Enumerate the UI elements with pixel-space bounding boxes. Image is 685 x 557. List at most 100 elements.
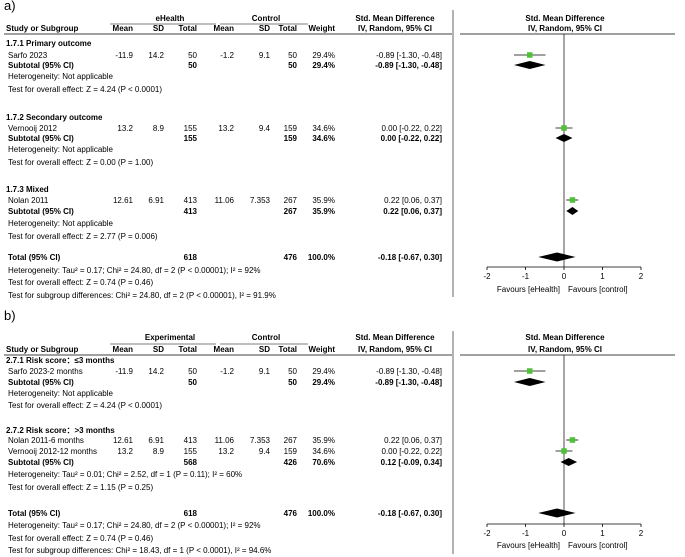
column-header-total2: Total	[278, 345, 297, 354]
study-sd1: 14.2	[148, 367, 164, 376]
study-sd1: 6.91	[148, 196, 164, 205]
subtotal-total1: 413	[184, 207, 198, 216]
subtotal-diamond	[513, 61, 546, 69]
study-name: Sarfo 2023-2 months	[8, 367, 83, 376]
study-sd1: 14.2	[148, 51, 164, 60]
x-tick-label: 1	[600, 529, 605, 538]
column-header-sd1: SD	[153, 345, 164, 354]
subtotal-ci: 0.12 [-0.09, 0.34]	[381, 458, 443, 467]
total-weight: 100.0%	[308, 253, 335, 262]
total-n2: 476	[284, 509, 298, 518]
subtotal-total1: 50	[188, 61, 197, 70]
study-total2: 50	[288, 367, 297, 376]
study-sd2: 7.353	[250, 436, 271, 445]
x-tick-label: -1	[522, 529, 530, 538]
column-header-sd2: SD	[259, 345, 270, 354]
subtotal-label: Subtotal (95% CI)	[8, 134, 74, 143]
x-tick-label: -2	[483, 272, 491, 281]
column-header-sd2: SD	[259, 24, 270, 33]
study-sd1: 6.91	[148, 436, 164, 445]
study-ci: 0.22 [0.06, 0.37]	[384, 436, 442, 445]
column-header-ci-right: IV, Random, 95% CI	[528, 24, 602, 33]
column-header-total1: Total	[178, 345, 197, 354]
x-tick-label: -2	[483, 529, 491, 538]
study-marker	[561, 448, 567, 454]
total-n2: 476	[284, 253, 298, 262]
subgroup-note: Test for overall effect: Z = 0.00 (P = 1…	[8, 158, 153, 167]
study-total1: 413	[184, 436, 198, 445]
subtotal-ci: 0.22 [0.06, 0.37]	[383, 207, 442, 216]
x-tick-label: 2	[639, 272, 644, 281]
subgroup-note: Test for overall effect: Z = 4.24 (P < 0…	[8, 85, 162, 94]
subtotal-total1: 50	[188, 378, 197, 387]
study-sd2: 9.4	[259, 124, 271, 133]
x-tick-label: 2	[639, 529, 644, 538]
study-sd2: 9.1	[259, 51, 271, 60]
subtotal-label: Subtotal (95% CI)	[8, 378, 74, 387]
study-mean2: 11.06	[215, 196, 235, 205]
subtotal-weight: 35.9%	[312, 207, 335, 216]
column-header-mean2: Mean	[214, 345, 235, 354]
study-total1: 155	[184, 447, 198, 456]
study-mean1: 12.61	[113, 436, 134, 445]
subgroup-note: Heterogeneity: Tau² = 0.01; Chi² = 2.52,…	[8, 470, 242, 479]
subgroup-title: 2.7.2 Risk score：>3 months	[6, 426, 115, 435]
overall-diamond	[538, 252, 576, 262]
x-tick-label: 1	[600, 272, 605, 281]
subtotal-total2: 426	[284, 458, 298, 467]
subtotal-ci: -0.89 [-1.30, -0.48]	[375, 61, 442, 70]
subtotal-weight: 70.6%	[312, 458, 335, 467]
study-name: Sarfo 2023	[8, 51, 48, 60]
subtotal-total1: 568	[184, 458, 198, 467]
subgroup-note: Heterogeneity: Not applicable	[8, 219, 114, 228]
study-total2: 159	[284, 124, 298, 133]
study-weight: 34.6%	[312, 447, 335, 456]
subgroup-title: 1.7.1 Primary outcome	[6, 39, 92, 48]
study-marker	[561, 125, 567, 131]
study-mean2: 13.2	[218, 447, 234, 456]
subtotal-diamond	[566, 207, 579, 215]
group2-header: Control	[252, 14, 280, 23]
study-name: Nolan 2011-6 months	[8, 436, 84, 445]
study-mean1: -11.9	[115, 51, 133, 60]
study-mean1: 12.61	[113, 196, 134, 205]
subtotal-total2: 267	[284, 207, 298, 216]
study-weight: 29.4%	[312, 51, 335, 60]
subgroup-note: Test for overall effect: Z = 4.24 (P < 0…	[8, 401, 162, 410]
study-total1: 50	[188, 367, 197, 376]
subgroup-note: Test for overall effect: Z = 1.15 (P = 0…	[8, 483, 153, 492]
study-weight: 34.6%	[312, 124, 335, 133]
x-tick-label: 0	[562, 529, 567, 538]
study-marker	[526, 368, 533, 374]
study-sd2: 9.4	[259, 447, 271, 456]
study-weight: 29.4%	[312, 367, 335, 376]
study-weight: 35.9%	[312, 196, 335, 205]
effect-header-left: Std. Mean Difference	[355, 14, 435, 23]
study-marker	[569, 197, 576, 203]
total-n1: 618	[184, 253, 198, 262]
group1-header: Experimental	[145, 333, 195, 342]
subtotal-weight: 29.4%	[312, 61, 335, 70]
subgroup-note: Test for overall effect: Z = 2.77 (P = 0…	[8, 232, 158, 241]
study-mean1: 13.2	[117, 447, 133, 456]
panel-label: b)	[4, 308, 16, 323]
study-marker	[526, 52, 533, 58]
subtotal-total2: 159	[284, 134, 298, 143]
study-total1: 50	[188, 51, 197, 60]
group2-header: Control	[252, 333, 280, 342]
subtotal-weight: 29.4%	[312, 378, 335, 387]
subtotal-ci: 0.00 [-0.22, 0.22]	[381, 134, 443, 143]
study-sd2: 9.1	[259, 367, 271, 376]
subgroup-title: 1.7.2 Secondary outcome	[6, 113, 103, 122]
effect-header-right: Std. Mean Difference	[525, 14, 605, 23]
favours-right-label: Favours [control]	[568, 541, 628, 550]
subtotal-diamond	[555, 134, 573, 142]
overall-diamond	[538, 508, 576, 518]
column-header-study: Study or Subgroup	[6, 24, 79, 33]
subtotal-total1: 155	[184, 134, 198, 143]
column-header-mean2: Mean	[214, 24, 235, 33]
column-header-mean1: Mean	[113, 24, 134, 33]
study-name: Vernooij 2012	[8, 124, 57, 133]
study-mean1: 13.2	[117, 124, 133, 133]
